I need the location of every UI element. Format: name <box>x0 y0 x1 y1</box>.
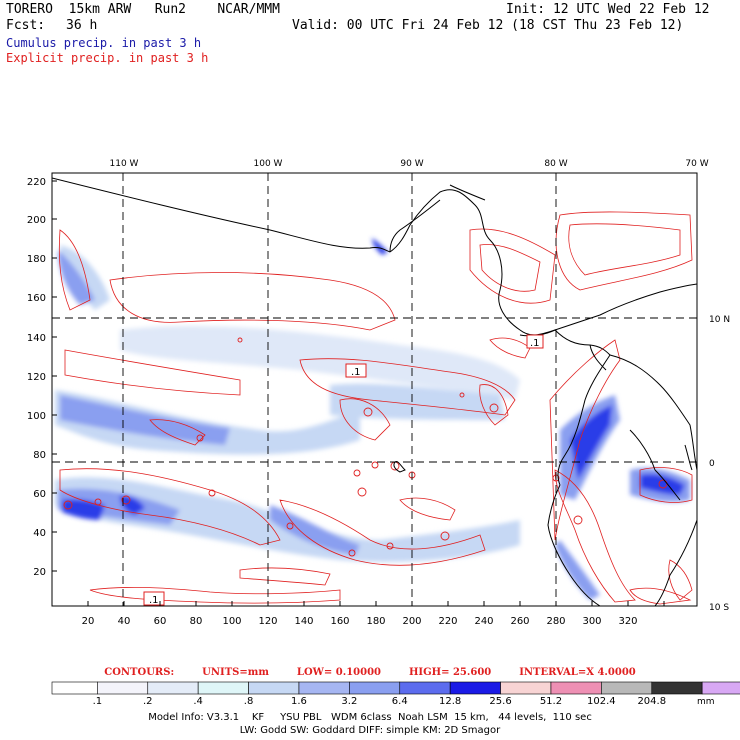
colorbar-unit: mm <box>697 697 715 707</box>
lon-label: 80 W <box>544 159 567 169</box>
colorbar-swatch <box>349 681 401 695</box>
colorbar-label: .8 <box>244 696 254 707</box>
x-tick-label: 240 <box>474 616 493 627</box>
model-info-line2: LW: Godd SW: Goddard DIFF: simple KM: 2D… <box>239 725 501 736</box>
colorbar-label: .1 <box>93 696 103 707</box>
y-tick-label: 100 <box>27 411 46 422</box>
colorbar-swatch <box>399 681 451 695</box>
lat-label: 10 N <box>709 315 730 325</box>
colorbar-label: 3.2 <box>341 696 357 707</box>
colorbar-label: 204.8 <box>637 696 666 707</box>
x-tick-label: 20 <box>82 616 95 627</box>
cumulus-precip-label: Cumulus precip. in past 3 h <box>6 36 202 50</box>
x-tick-label: 80 <box>190 616 203 627</box>
lon-label: 100 W <box>254 159 283 169</box>
colorbar-swatch <box>550 681 602 695</box>
y-tick-label: 140 <box>27 333 46 344</box>
forecast-label: Fcst: <box>6 18 46 33</box>
colorbar-swatch <box>51 681 98 695</box>
interval-label: INTERVAL=X 4.0000 <box>519 667 636 678</box>
contour-label: .1 <box>149 595 159 606</box>
contour-label: .1 <box>530 338 540 349</box>
colorbar: .1 .2 .4 .8 1.6 3.2 6.4 12.8 25.6 51.2 102.4 204.8 <box>51 681 740 707</box>
y-tick-label: 120 <box>27 372 46 383</box>
x-tick-label: 180 <box>366 616 385 627</box>
x-tick-label: 320 <box>618 616 637 627</box>
colorbar-swatch <box>701 681 740 695</box>
colorbar-label: 6.4 <box>392 696 408 707</box>
model-title: TORERO 15km ARW Run2 NCAR/MMM <box>6 2 280 17</box>
lat-label: 10 S <box>709 603 729 613</box>
colorbar-label: 1.6 <box>291 696 307 707</box>
x-tick-label: 200 <box>402 616 421 627</box>
forecast-hour: 36 h <box>66 18 98 33</box>
contour-label: .1 <box>351 367 361 378</box>
y-tick-label: 80 <box>33 450 46 461</box>
colorbar-label: .2 <box>143 696 153 707</box>
units-label: UNITS=mm <box>202 667 269 678</box>
colorbar-swatch <box>97 681 149 695</box>
colorbar-swatch <box>651 681 703 695</box>
x-tick-label: 100 <box>222 616 241 627</box>
contours-label: CONTOURS: <box>104 667 175 678</box>
y-tick-label: 220 <box>27 177 46 188</box>
x-tick-label: 220 <box>438 616 457 627</box>
map-frame <box>51 172 698 607</box>
axis-ticks <box>52 180 665 606</box>
colorbar-label: 12.8 <box>439 696 461 707</box>
colorbar-swatch <box>248 681 300 695</box>
cumulus-precip-field <box>55 238 690 600</box>
contour-info: CONTOURS: UNITS=mm LOW= 0.10000 HIGH= 25.60… <box>0 667 740 678</box>
x-tick-label: 260 <box>510 616 529 627</box>
x-tick-label: 140 <box>294 616 313 627</box>
y-tick-label: 20 <box>33 567 46 578</box>
y-tick-label: 200 <box>27 215 46 226</box>
colorbar-swatch <box>147 681 199 695</box>
y-tick-label: 180 <box>27 254 46 265</box>
colorbar-swatch <box>500 681 552 695</box>
colorbar-swatch <box>449 681 501 695</box>
x-tick-label: 280 <box>546 616 565 627</box>
lon-label: 90 W <box>400 159 423 169</box>
x-tick-label: 300 <box>582 616 601 627</box>
init-time: Init: 12 UTC Wed 22 Feb 12 <box>506 2 710 17</box>
lat-label: 0 <box>709 459 715 469</box>
lon-label: 110 W <box>110 159 139 169</box>
colorbar-swatch <box>298 681 350 695</box>
colorbar-label: 102.4 <box>587 696 616 707</box>
lat-lon-grid <box>52 173 697 606</box>
low-label: LOW= 0.10000 <box>296 667 381 678</box>
x-tick-label: 120 <box>258 616 277 627</box>
colorbar-swatch <box>197 681 249 695</box>
y-tick-label: 40 <box>33 528 46 539</box>
colorbar-label: .4 <box>193 696 203 707</box>
lon-label: 70 W <box>685 159 708 169</box>
y-tick-label: 160 <box>27 293 46 304</box>
valid-time: Valid: 00 UTC Fri 24 Feb 12 (18 CST Thu … <box>292 18 684 33</box>
x-tick-label: 160 <box>330 616 349 627</box>
model-info-line1: Model Info: V3.3.1 KF YSU PBL WDM 6class… <box>148 712 592 723</box>
high-label: HIGH= 25.600 <box>408 667 492 678</box>
x-tick-label: 40 <box>118 616 131 627</box>
contour-label-boxes <box>143 334 544 606</box>
colorbar-label: 51.2 <box>540 696 562 707</box>
colorbar-label: 25.6 <box>489 696 511 707</box>
y-tick-label: 60 <box>33 489 46 500</box>
colorbar-swatch <box>601 681 653 695</box>
x-tick-label: 60 <box>154 616 167 627</box>
explicit-precip-label: Explicit precip. in past 3 h <box>6 51 209 65</box>
